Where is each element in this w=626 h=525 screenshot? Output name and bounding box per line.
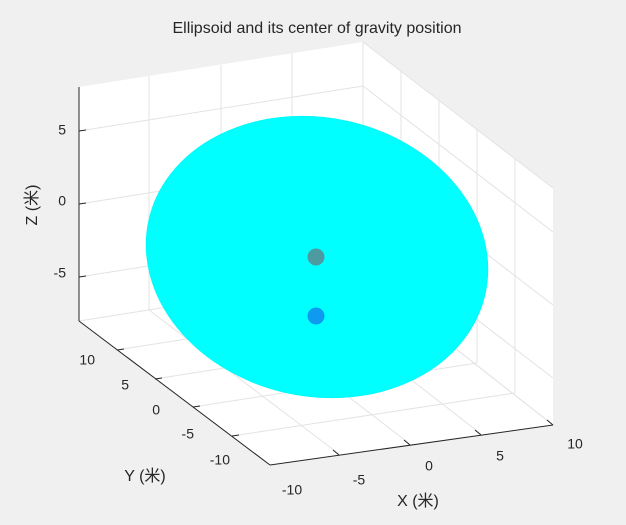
tick-marks	[78, 129, 554, 456]
z-tick-label: -5	[54, 265, 67, 281]
chart-title: Ellipsoid and its center of gravity posi…	[172, 20, 461, 37]
y-tick-labels: 10 5 0 -5 -10	[79, 352, 230, 468]
y-tick-label: 5	[121, 377, 129, 393]
point-lower	[307, 307, 325, 325]
x-axis-label: X (米)	[397, 492, 439, 510]
y-tick-label: 10	[79, 352, 95, 368]
z-tick-labels: 5 0 -5	[54, 122, 67, 281]
x-tick-label: 10	[567, 436, 583, 452]
point-upper	[307, 248, 325, 266]
z-axis-label: Z (米)	[23, 185, 41, 226]
y-tick-label: 0	[152, 402, 160, 418]
x-tick-label: 5	[496, 448, 504, 464]
y-tick-label: -10	[210, 452, 230, 468]
x-axis-line	[269, 424, 554, 466]
y-axis-line	[78, 320, 271, 466]
x-tick-label: -10	[282, 482, 302, 498]
y-tick-label: -5	[182, 426, 195, 442]
x-tick-labels: -10 -5 0 5 10	[282, 436, 583, 498]
x-tick-label: -5	[353, 472, 366, 488]
z-tick-label: 5	[58, 122, 66, 138]
y-axis-label: Y (米)	[124, 467, 166, 485]
x-tick-label: 0	[425, 458, 433, 474]
z-tick-label: 0	[58, 193, 66, 209]
